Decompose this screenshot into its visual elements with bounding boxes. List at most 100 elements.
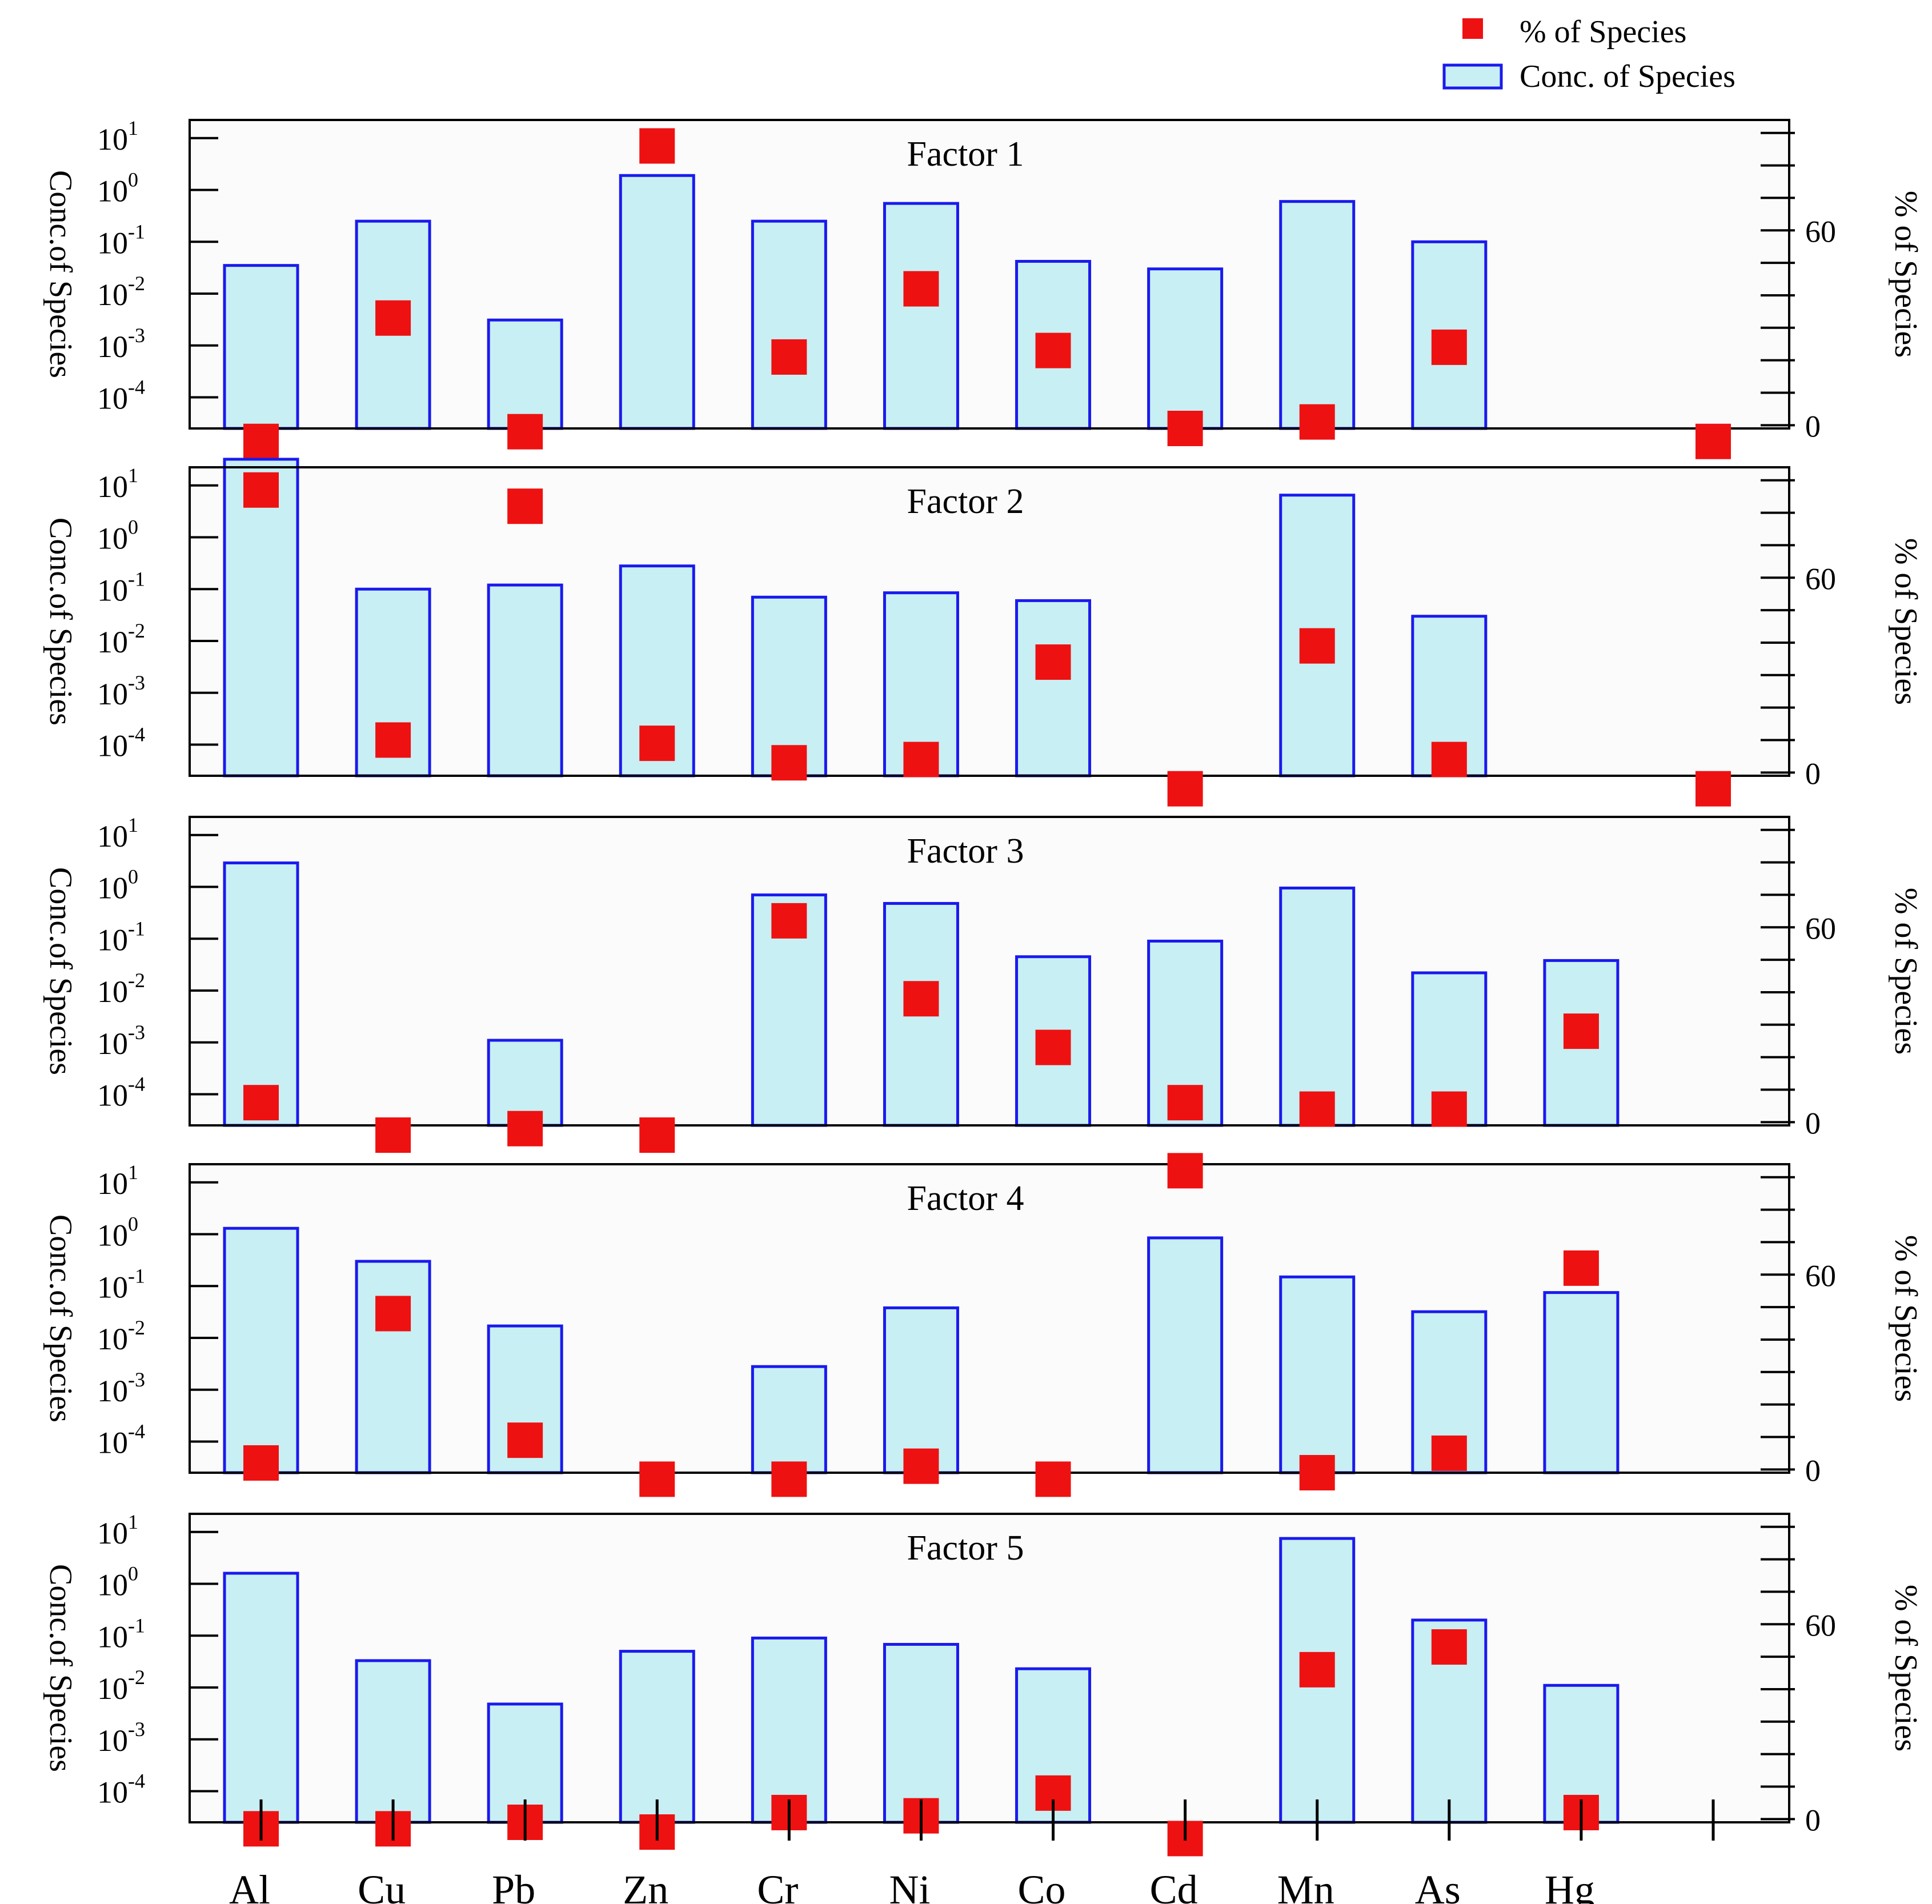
left-tick-label: 10-3 — [97, 1718, 145, 1758]
left-tick-label: 10-1 — [97, 917, 145, 957]
pct-marker-Cu-factor3 — [375, 1117, 411, 1153]
pct-marker-Co-factor3 — [1035, 1029, 1071, 1065]
tick-base: 10 — [97, 1027, 128, 1061]
right-axis-title: % of Species — [1888, 888, 1923, 1055]
bar-As-factor5 — [1411, 1618, 1488, 1824]
left-tick-label: 10-2 — [97, 1666, 145, 1706]
tick-base: 10 — [97, 1723, 128, 1758]
tick-base: 10 — [97, 330, 128, 364]
bar-Al-factor1 — [223, 264, 299, 430]
pct-marker-Ni-factor1 — [903, 271, 939, 307]
left-tick-label: 100 — [97, 1213, 138, 1253]
bar-Mn-factor1 — [1279, 200, 1356, 430]
left-tick-label: 100 — [97, 1562, 138, 1602]
left-tick-label: 10-1 — [97, 1264, 145, 1304]
pct-marker-Cr-factor1 — [771, 339, 807, 375]
left-tick-label: 10-2 — [97, 272, 145, 312]
left-tick-label: 10-1 — [97, 220, 145, 260]
left-tick-label: 10-3 — [97, 671, 145, 711]
left-axis-title: Conc.of Species — [43, 1564, 78, 1772]
tick-exponent: -2 — [128, 969, 145, 992]
tick-base: 10 — [97, 1270, 128, 1304]
bar-Cu-factor5 — [355, 1659, 431, 1824]
panel-background — [190, 1514, 1789, 1822]
tick-base: 10 — [97, 819, 128, 853]
tick-exponent: 0 — [128, 865, 138, 888]
bar-Pb-factor2 — [487, 583, 563, 777]
tick-base: 10 — [97, 470, 128, 504]
tick-base: 10 — [97, 871, 128, 905]
tick-exponent: -4 — [128, 1770, 145, 1793]
tick-base: 10 — [97, 1218, 128, 1253]
panel-title: Factor 5 — [907, 1529, 1024, 1568]
tick-exponent: -4 — [128, 1420, 145, 1443]
bar-Mn-factor4 — [1279, 1275, 1356, 1474]
bar-Cd-factor1 — [1147, 267, 1224, 430]
bar-Co-factor2 — [1015, 599, 1092, 777]
tick-base: 10 — [97, 522, 128, 556]
legend-pct-marker — [1462, 18, 1483, 39]
left-tick-label: 101 — [97, 1161, 138, 1201]
legend-conc-marker — [1442, 63, 1503, 90]
pct-marker-blank-factor2 — [1695, 771, 1731, 807]
bar-Mn-factor5 — [1279, 1537, 1356, 1824]
panel-frame — [189, 119, 1790, 430]
tick-base: 10 — [97, 174, 128, 209]
tick-base: 10 — [97, 226, 128, 260]
bar-Ni-factor1 — [883, 202, 959, 430]
left-tick-label: 10-4 — [97, 723, 145, 763]
pct-marker-Ni-factor2 — [903, 741, 939, 777]
bar-Pb-factor1 — [487, 318, 563, 430]
tick-exponent: -4 — [128, 1073, 145, 1096]
left-axis-title: Conc.of Species — [43, 1214, 78, 1422]
tick-exponent: -1 — [128, 917, 145, 940]
tick-base: 10 — [97, 1167, 128, 1201]
pct-marker-Cr-factor4 — [771, 1461, 807, 1497]
pct-marker-Cu-factor4 — [375, 1296, 411, 1332]
panel-frame — [189, 1163, 1790, 1474]
panel-background — [190, 1164, 1789, 1473]
bar-Cu-factor4 — [355, 1260, 431, 1474]
bar-Zn-factor1 — [619, 174, 695, 430]
legend-pct-label: % of Species — [1520, 14, 1686, 50]
x-label-Cu: Cu — [358, 1867, 406, 1904]
tick-exponent: -2 — [128, 1316, 145, 1339]
tick-exponent: -2 — [128, 272, 145, 295]
left-axis-title: Conc.of Species — [43, 518, 78, 725]
tick-exponent: 1 — [128, 813, 138, 836]
tick-exponent: 0 — [128, 1562, 138, 1585]
left-tick-label: 10-3 — [97, 1368, 145, 1408]
x-label-As: As — [1415, 1867, 1461, 1904]
pct-marker-Cu-factor2 — [375, 722, 411, 758]
right-tick-label: 0 — [1805, 409, 1821, 443]
right-tick-label: 60 — [1805, 1608, 1836, 1642]
pct-marker-Cd-factor4 — [1167, 1153, 1203, 1189]
left-tick-label: 10-3 — [97, 1021, 145, 1061]
x-axis: Al Cu Pb Zn Cr Ni Co Cd Mn As Hg — [229, 1799, 1715, 1904]
pct-marker-Zn-factor3 — [639, 1117, 675, 1153]
tick-exponent: -1 — [128, 220, 145, 243]
right-tick-label: 60 — [1805, 214, 1836, 248]
tick-exponent: -1 — [128, 567, 145, 590]
bar-Al-factor2 — [223, 458, 299, 777]
left-tick-label: 10-4 — [97, 1420, 145, 1460]
right-tick-label: 60 — [1805, 562, 1836, 596]
x-label-Co: Co — [1018, 1867, 1066, 1904]
panel-title: Factor 1 — [907, 135, 1024, 174]
tick-exponent: -2 — [128, 619, 145, 642]
legend: % of Species Conc. of Species — [1442, 14, 1735, 94]
tick-exponent: 0 — [128, 1213, 138, 1236]
left-tick-label: 10-2 — [97, 619, 145, 659]
pct-marker-Hg-factor3 — [1563, 1013, 1599, 1049]
tick-base: 10 — [97, 923, 128, 957]
tick-base: 10 — [97, 975, 128, 1009]
legend-conc-label: Conc. of Species — [1520, 59, 1735, 94]
bar-Zn-factor5 — [619, 1650, 695, 1824]
panel-frame — [189, 1513, 1790, 1823]
pct-marker-Mn-factor2 — [1299, 628, 1335, 664]
tick-base: 10 — [97, 1671, 128, 1706]
panel-title: Factor 4 — [907, 1179, 1024, 1218]
pct-marker-Pb-factor1 — [507, 414, 543, 450]
